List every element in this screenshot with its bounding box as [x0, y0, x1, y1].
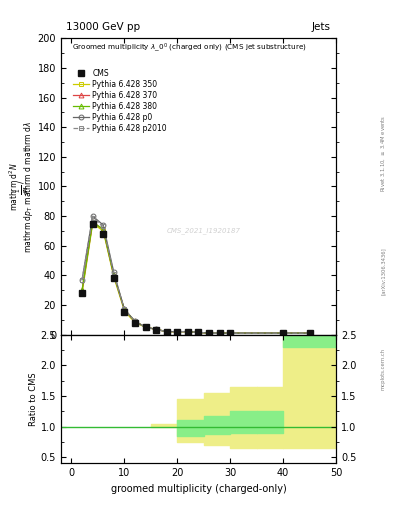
- Text: $\frac{1}{\mathrm{d}N}$ /: $\frac{1}{\mathrm{d}N}$ /: [14, 178, 31, 195]
- Text: Groomed multiplicity $\lambda\_0^0$ (charged only) (CMS jet substructure): Groomed multiplicity $\lambda\_0^0$ (cha…: [72, 41, 307, 54]
- Text: Jets: Jets: [312, 23, 331, 32]
- Text: 13000 GeV pp: 13000 GeV pp: [66, 23, 141, 32]
- Y-axis label: Ratio to CMS: Ratio to CMS: [29, 372, 38, 426]
- Text: mcplots.cern.ch: mcplots.cern.ch: [381, 348, 386, 390]
- Legend: CMS, Pythia 6.428 350, Pythia 6.428 370, Pythia 6.428 380, Pythia 6.428 p0, Pyth: CMS, Pythia 6.428 350, Pythia 6.428 370,…: [70, 66, 170, 136]
- Text: CMS_2021_I1920187: CMS_2021_I1920187: [167, 227, 241, 234]
- X-axis label: groomed multiplicity (charged-only): groomed multiplicity (charged-only): [110, 484, 286, 494]
- Text: [arXiv:1306.3436]: [arXiv:1306.3436]: [381, 247, 386, 295]
- Y-axis label: $\mathrm{mathrm\ d}^2N$
$\mathrm{mathrm\ d}p_{\mathrm{T}}\ \mathrm{mathrm\ d}\ \: $\mathrm{mathrm\ d}^2N$ $\mathrm{mathrm\…: [7, 120, 35, 253]
- Text: Rivet 3.1.10, $\geq$ 3.4M events: Rivet 3.1.10, $\geq$ 3.4M events: [379, 115, 387, 192]
